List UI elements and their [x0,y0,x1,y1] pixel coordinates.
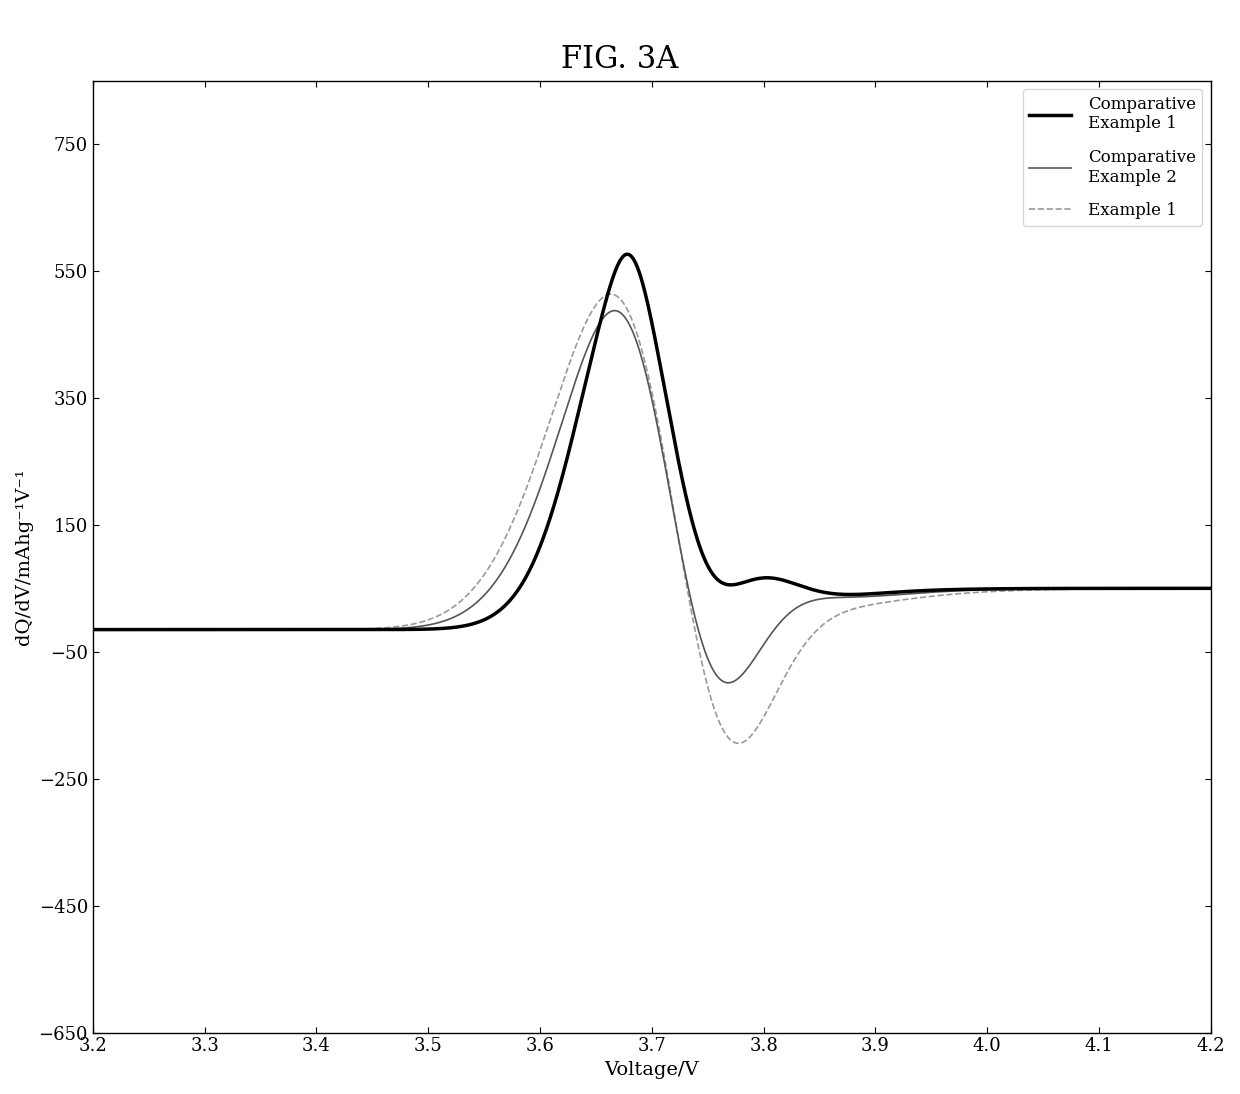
Text: FIG. 3A: FIG. 3A [562,44,678,74]
Y-axis label: dQ/dV/mAhg⁻¹V⁻¹: dQ/dV/mAhg⁻¹V⁻¹ [15,468,33,645]
X-axis label: Voltage/V: Voltage/V [604,1061,699,1079]
Legend: Comparative
Example 1, Comparative
Example 2, Example 1: Comparative Example 1, Comparative Examp… [1023,89,1203,225]
